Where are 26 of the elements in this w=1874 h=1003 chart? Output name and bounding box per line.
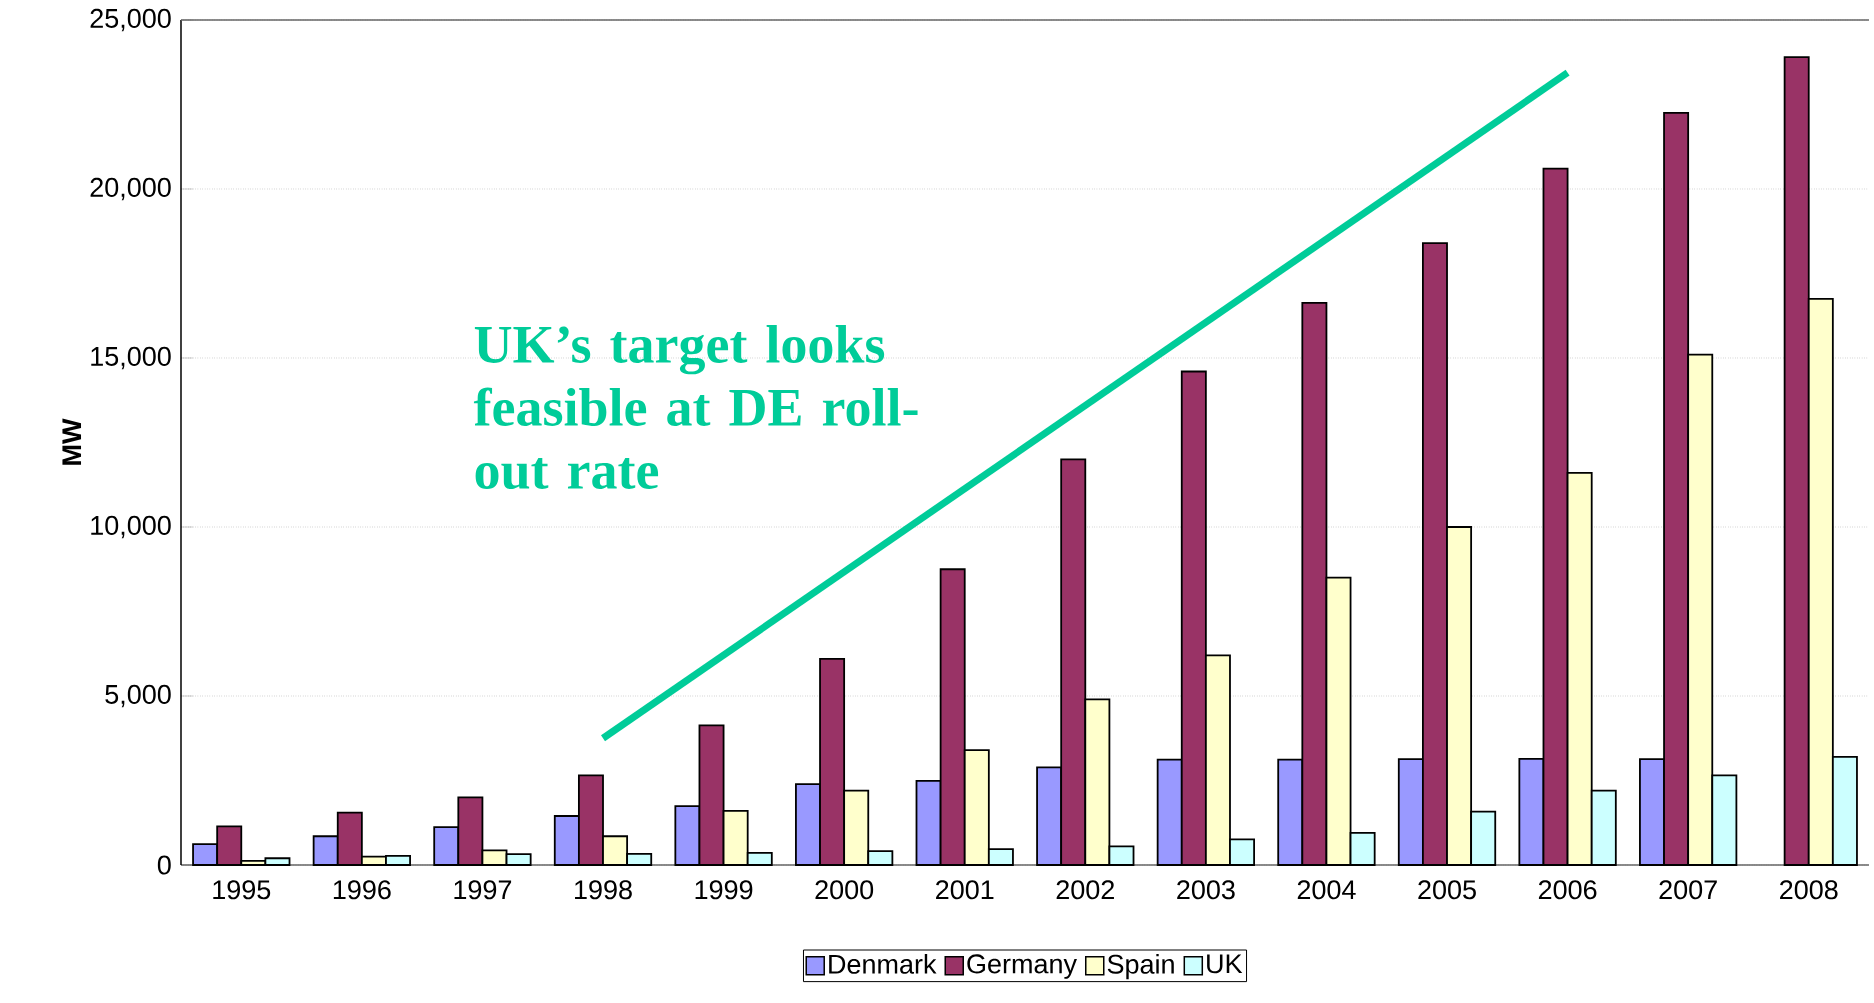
y-tick-label: 25,000	[90, 8, 171, 32]
legend-label: UK	[1207, 954, 1243, 974]
legend-label: Spain	[1107, 954, 1174, 980]
x-tick-label: 2000	[815, 880, 874, 900]
x-tick-label: 1995	[213, 880, 271, 900]
x-tick-label: 1998	[575, 880, 632, 900]
annotation: UK’s target looks feasible at DE roll-out rate	[473, 324, 918, 490]
x-tick-label: 2004	[1297, 880, 1356, 900]
x-tick-label: 2007	[1659, 880, 1717, 900]
y-tick-label: 20,000	[90, 177, 171, 201]
legend-label: Denmark	[829, 954, 937, 974]
y-tick-label: 10,000	[91, 515, 171, 539]
x-tick-label: 2006	[1538, 880, 1597, 900]
x-tick-label: 1997	[454, 880, 512, 900]
y-axis-title: MW	[62, 418, 82, 465]
y-tick-label: 5,000	[105, 684, 171, 708]
x-tick-label: 2008	[1780, 880, 1838, 900]
legend-label: Germany	[967, 954, 1077, 979]
x-tick-label: 1996	[333, 880, 391, 900]
x-tick-label: 2005	[1418, 880, 1476, 900]
y-tick-label: 0	[157, 855, 171, 875]
x-tick-label: 1999	[695, 880, 753, 900]
x-tick-label: 2002	[1056, 880, 1114, 900]
x-tick-label: 2003	[1177, 880, 1235, 900]
x-tick-label: 2001	[936, 880, 994, 900]
y-tick-label: 15,000	[91, 346, 171, 370]
